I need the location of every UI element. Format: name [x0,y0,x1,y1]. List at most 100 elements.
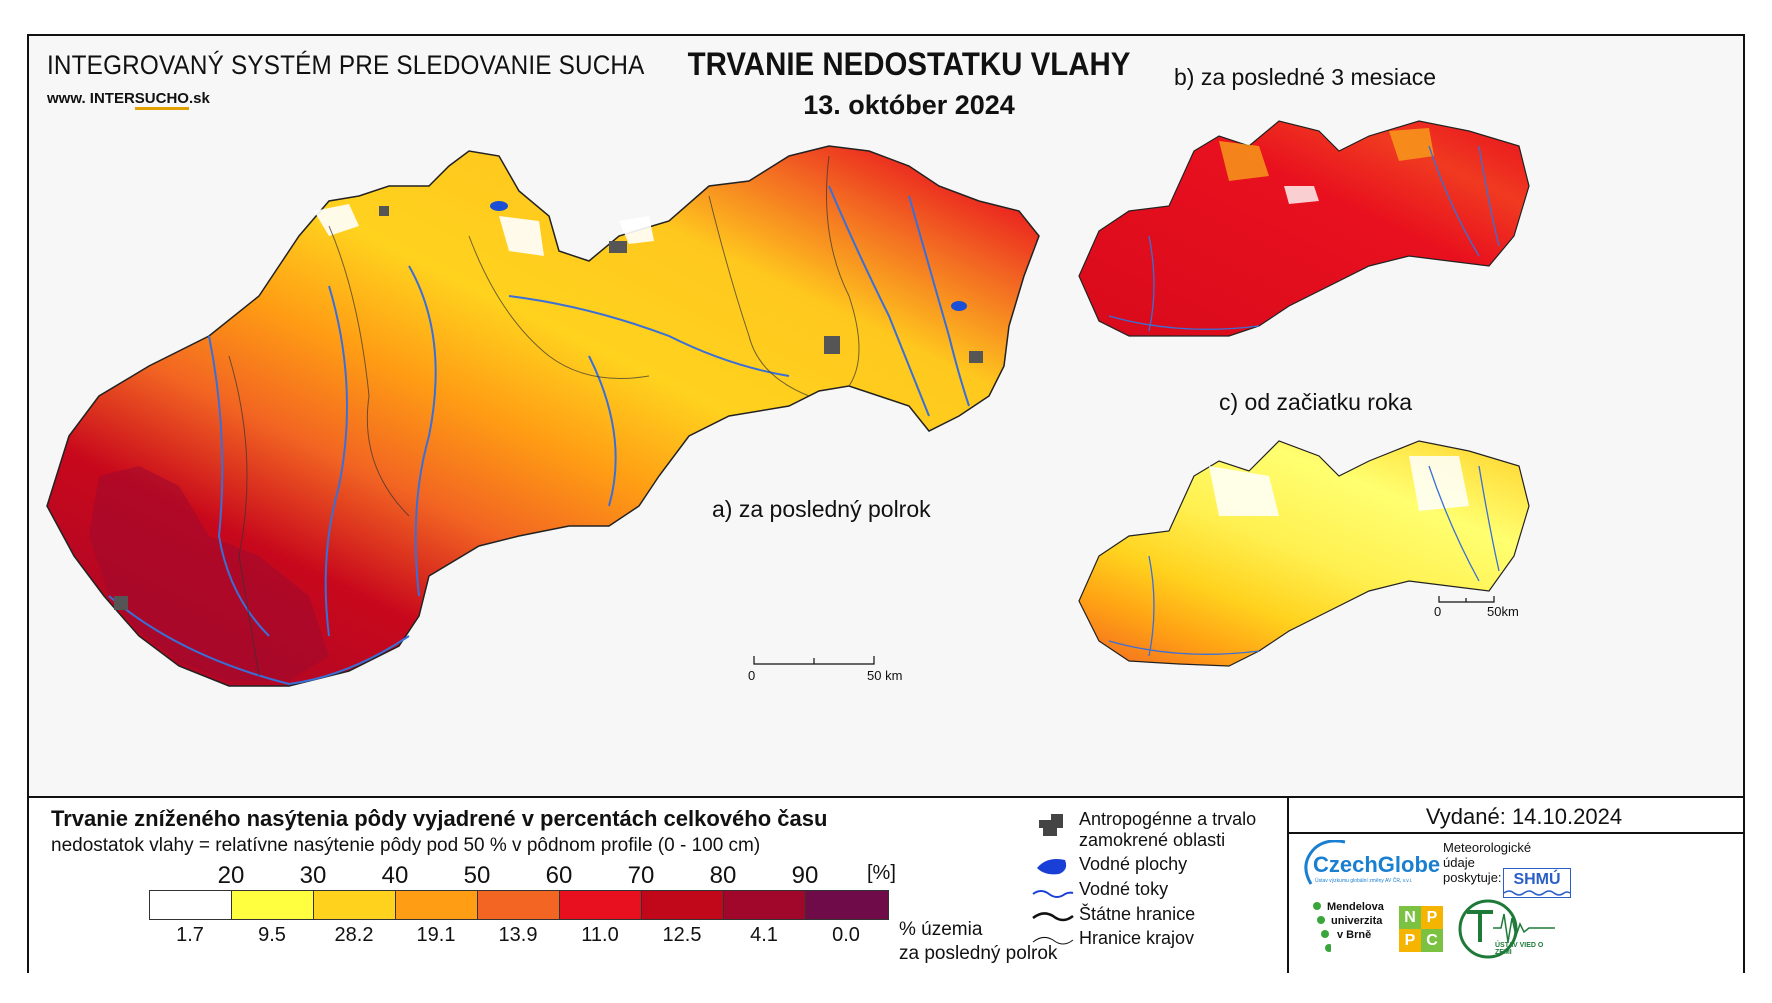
color-bin [724,891,806,919]
scale-main-end: 50 km [867,668,903,683]
map-a-urban-areas [114,206,983,610]
threshold-label: 60 [545,862,573,889]
nppc-n: N [1399,906,1421,929]
czechglobe-text: CzechGlobe [1313,852,1441,877]
figure-frame: INTEGROVANÝ SYSTÉM PRE SLEDOVANIE SUCHA … [27,34,1745,973]
percent-value: 0.0 [832,924,860,946]
map-a-dark-zone [89,466,329,681]
main-date: 13. október 2024 [803,90,1015,120]
threshold-label: 80 [709,862,737,889]
czechglobe-logo[interactable]: CzechGlobe Ústav výzkumu globální změny … [1297,840,1441,892]
percent-label-line1: % územia [899,919,983,940]
symbol-legend-svg [1032,814,1074,945]
state-borders-label: Štátne hranice [1079,904,1196,924]
shmu-logo[interactable]: SHMÚ [1503,868,1571,898]
map-b-light-patch [1284,186,1319,204]
map-c-rivers [1108,465,1500,657]
uvz-text: ÚSTAV VIED O ZEMI [1495,942,1544,956]
czechglobe-subtext: Ústav výzkumu globální změny AV ČR, v.v.… [1315,878,1413,884]
color-bin [232,891,314,919]
meteo-provider-label: Meteorologické údaje poskytuje: [1443,840,1531,885]
legend-divider [1287,798,1289,973]
mendel-university-logo[interactable]: Mendelova univerzita v Brně [1311,898,1391,958]
map-b-territory [1078,120,1530,337]
map-b-rivers [1108,145,1500,332]
color-bin [478,891,560,919]
region-border-symbol [1032,936,1074,945]
nppc-c: C [1421,929,1443,952]
color-bin [314,891,396,919]
percent-value: 9.5 [258,924,286,946]
percent-label-line2: za posledný polrok [899,943,1058,964]
website-suffix: .sk [188,90,210,107]
map-a-label: a) za posledný polrok [712,496,931,522]
map-c-label: c) od začiatku roka [1219,389,1413,415]
threshold-label: 70 [627,862,655,889]
map-b-light-patch [1219,141,1269,181]
map-a-lake [490,201,508,211]
water-course-symbol [1032,890,1074,898]
map-a-region-borders [228,155,860,677]
scale-small-zero: 0 [1434,604,1442,619]
map-a-territory [46,145,1040,687]
uvz-logo[interactable]: ÚSTAV VIED O ZEMI [1457,898,1557,960]
mendel-text: Mendelova univerzita v Brně [1327,900,1384,942]
map-panel: INTEGROVANÝ SYSTÉM PRE SLEDOVANIE SUCHA … [29,36,1743,796]
mendel-line3: v Brně [1337,929,1372,941]
threshold-label: 40 [381,862,409,889]
anthropogenic-label: Antropogénne a trvalo zamokrené oblasti [1079,809,1256,851]
shmu-waves-icon [1504,890,1570,896]
czechglobe-arc-icon [1304,840,1346,885]
mendel-dots-icon [1313,902,1331,952]
website-sucho: SUCHO [134,90,189,110]
color-bin [150,891,232,919]
percent-value: 28.2 [334,924,374,946]
percent-label: % územia za posledný polrok [899,918,1099,966]
map-b [1078,120,1530,337]
anthropogenic-line1: Antropogénne a trvalo [1079,809,1257,829]
map-a [46,145,1040,687]
color-bin [806,891,888,919]
percent-value: 19.1 [416,924,456,946]
map-c-white-patch [1209,466,1279,516]
website-prefix: www. [47,90,86,107]
scale-main-zero: 0 [748,668,756,683]
map-b-light-patch [1389,128,1434,161]
map-a-white-patch [314,204,359,236]
issued-date: Vydané: 14.10.2024 [1425,804,1623,829]
threshold-label: 50 [463,862,491,889]
mendel-line1: Mendelova [1327,901,1384,913]
threshold-unit: [%] [867,862,896,884]
scale-bar-small [1438,596,1495,603]
water-body-symbol [1037,859,1067,875]
state-border-symbol [1032,912,1074,922]
color-bin [560,891,642,919]
color-bin [642,891,724,919]
percent-value: 1.7 [176,924,204,946]
threshold-label: 30 [299,862,327,889]
legend-title: Trvanie zníženého nasýtenia pôdy vyjadre… [51,806,828,831]
anthropogenic-symbol [1039,814,1063,836]
website-link[interactable]: www. INTERSUCHO.sk [47,90,210,110]
maps-svg [46,120,1530,687]
scale-small-end: 50km [1487,604,1519,619]
uvz-seismograph-icon [1458,899,1555,959]
meteo-line1: Meteorologické [1443,840,1532,855]
map-c-white-patch [1409,456,1469,511]
map-c [1078,440,1530,667]
percent-value: 4.1 [750,924,778,946]
legend-panel: Trvanie zníženého nasýtenia pôdy vyjadre… [29,796,1743,973]
map-a-lake [951,301,967,311]
main-title: TRVANIE NEDOSTATKU VLAHY [687,46,1131,82]
meteo-line2: údaje [1443,855,1475,870]
region-borders-label: Hranice krajov [1079,928,1195,948]
scale-bar-main [753,656,875,665]
legend-subtitle: nedostatok vlahy = relatívne nasýtenie p… [51,835,761,856]
color-scale [149,890,889,920]
threshold-label: 20 [217,862,245,889]
map-a-white-patch [499,216,544,256]
website-inter: INTER [89,90,135,107]
nppc-logo[interactable]: N P P C [1399,906,1443,952]
water-bodies-label: Vodné plochy [1079,854,1188,874]
nppc-p2: P [1399,929,1421,952]
